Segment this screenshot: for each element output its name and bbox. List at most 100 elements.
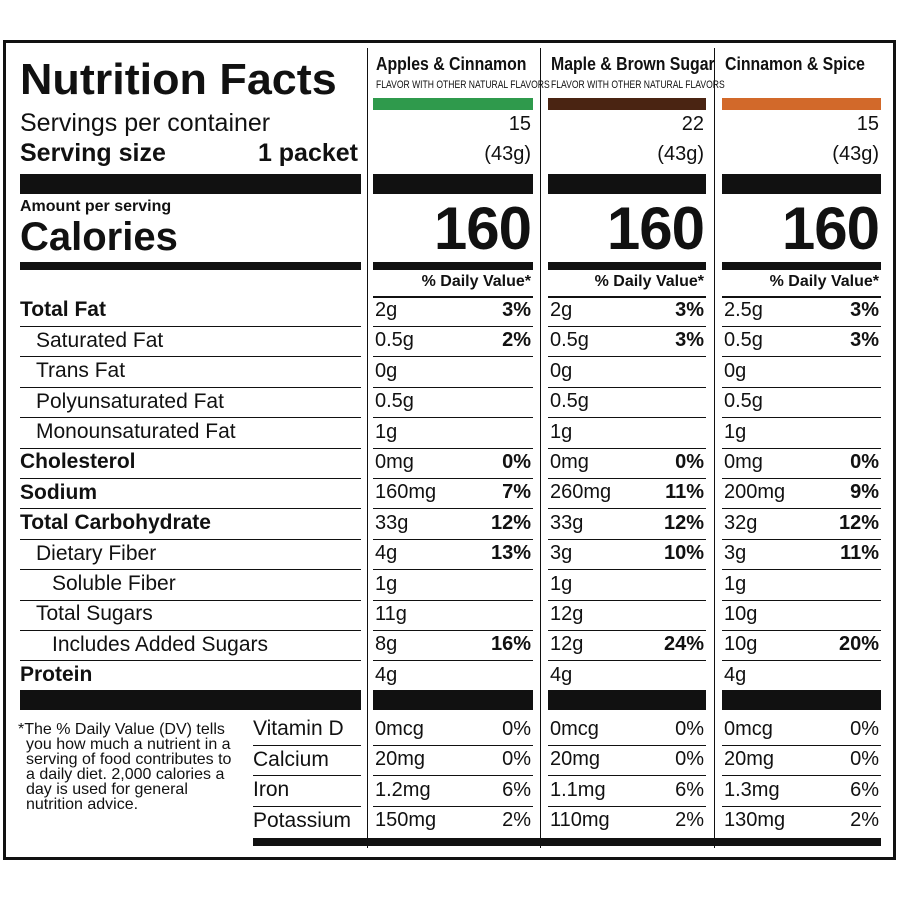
nutrient-label: Total Carbohydrate (20, 511, 211, 535)
daily-value: 0% (850, 718, 879, 740)
row-line (548, 356, 706, 358)
daily-value: 0% (675, 718, 704, 740)
daily-value: 9% (850, 481, 879, 504)
row-line (722, 478, 881, 479)
daily-value: 11% (665, 481, 704, 504)
thick-bar (548, 174, 706, 194)
amount: 0.5g (724, 390, 763, 413)
amount-per-serving: Amount per serving (20, 198, 172, 216)
amount: 0mcg (375, 718, 424, 740)
row-line (373, 478, 533, 479)
row-line (548, 478, 706, 479)
row-line (722, 775, 881, 777)
nutrient-label: Total Sugars (36, 602, 153, 626)
daily-value: 16% (490, 633, 531, 656)
amount: 1g (724, 572, 747, 595)
daily-value: 0% (502, 451, 531, 473)
row-line (253, 775, 361, 777)
amount: 3g (550, 542, 573, 565)
servings: 15 (856, 113, 879, 135)
daily-value: 12% (663, 511, 704, 534)
vitamin-label: Potassium (253, 808, 352, 832)
title: Nutrition Facts (20, 54, 337, 104)
amount: 10g (724, 633, 758, 656)
product-name: Apples & Cinnamon (376, 54, 527, 75)
row-line (548, 599, 706, 601)
amount: 1g (724, 420, 747, 443)
nutrient-label: Dietary Fiber (36, 541, 157, 565)
row-line (722, 569, 881, 571)
row-line (373, 745, 533, 746)
amount: 10g (724, 603, 758, 625)
nutrient-label: Polyunsaturated Fat (36, 389, 224, 413)
calories-label: Calories (20, 215, 178, 259)
thick-bar (548, 690, 706, 710)
row-line (373, 805, 533, 807)
row-line (722, 660, 881, 662)
amount: 0.5g (550, 329, 589, 352)
amount: 1g (375, 572, 398, 595)
amount: 12g (550, 603, 584, 625)
serving-size-label: Serving size (20, 139, 166, 168)
amount: 32g (724, 511, 758, 534)
nutrient-label: Includes Added Sugars (52, 632, 268, 656)
row-line (373, 326, 533, 327)
row-line (20, 386, 361, 388)
row-line (20, 417, 361, 419)
amount: 4g (375, 542, 398, 565)
amount: 110mg (550, 809, 610, 832)
row-line (253, 805, 361, 807)
row-line (548, 775, 706, 777)
amount: 1g (375, 420, 398, 443)
amount: 3g (724, 542, 747, 565)
daily-value: 0% (675, 451, 704, 473)
amount: 33g (375, 511, 409, 534)
product-name: Cinnamon & Spice (725, 54, 865, 75)
row-line (548, 805, 706, 807)
daily-value: 3% (850, 329, 879, 352)
row-line (548, 508, 706, 510)
amount: 8g (375, 633, 398, 656)
row-line (20, 508, 361, 510)
row-line (548, 538, 706, 540)
thick-bar (20, 690, 361, 710)
row-line (548, 417, 706, 419)
daily-value: 2% (502, 809, 531, 832)
column-divider (540, 48, 541, 848)
row-line (373, 660, 533, 662)
row-line (253, 745, 361, 746)
thick-bar (253, 838, 881, 846)
row-line (548, 745, 706, 746)
amount: 0mcg (550, 718, 599, 740)
column-divider (714, 48, 715, 848)
amount: 2g (550, 299, 573, 321)
calories: 160 (606, 195, 705, 262)
amount: 4g (375, 663, 398, 686)
nutrient-label: Protein (20, 663, 93, 687)
daily-value: 0% (502, 748, 531, 771)
row-line (20, 538, 361, 540)
amount: 150mg (375, 809, 437, 832)
row-line (373, 447, 533, 449)
calories: 160 (433, 195, 532, 262)
daily-value: 0% (850, 451, 879, 473)
amount: 1g (550, 572, 573, 595)
daily-value: 0% (850, 748, 879, 771)
amount: 2.5g (724, 299, 763, 321)
row-line (722, 417, 881, 419)
row-line (722, 630, 881, 631)
nutrient-label: Soluble Fiber (52, 572, 176, 596)
row-line (722, 386, 881, 388)
row-line (722, 538, 881, 540)
flavor-color-bar (548, 98, 706, 110)
row-line (548, 326, 706, 327)
amount: 200mg (724, 481, 786, 504)
row-line (373, 386, 533, 388)
row-line (373, 356, 533, 358)
daily-value: 10% (663, 542, 704, 565)
amount: 1.1mg (550, 778, 606, 801)
row-line (722, 599, 881, 601)
product-subtitle: FLAVOR WITH OTHER NATURAL FLAVORS (376, 78, 550, 91)
row-line (548, 569, 706, 571)
